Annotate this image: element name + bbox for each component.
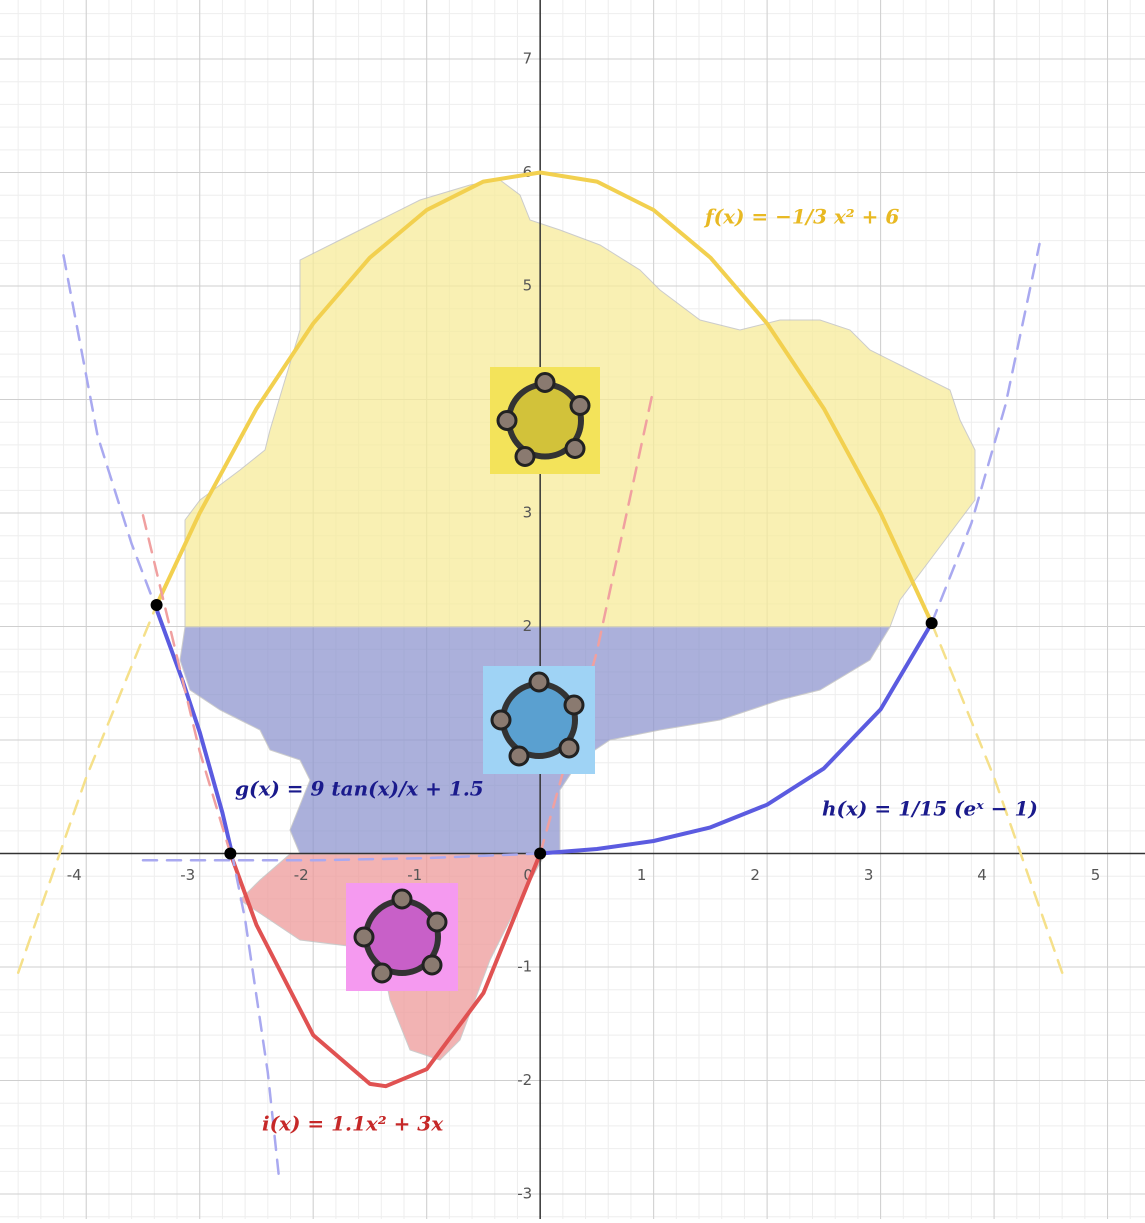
y-tick-label: -2 — [517, 1071, 532, 1089]
dashed-curve — [930, 242, 1041, 625]
icon-knob — [564, 438, 586, 459]
x-tick-label: -3 — [180, 866, 195, 884]
x-tick-label: -1 — [407, 866, 422, 884]
x-tick-label: -2 — [294, 866, 309, 884]
point — [150, 598, 163, 611]
y-tick-label: 2 — [523, 617, 533, 635]
dashed-curve — [16, 603, 158, 974]
x-tick-label: -4 — [67, 866, 82, 884]
x-tick-label: 4 — [977, 866, 987, 884]
x-tick-label: 1 — [637, 866, 647, 884]
dashed-curve — [141, 852, 542, 862]
icon-knob — [490, 709, 512, 731]
icon-knob — [558, 737, 580, 759]
map — [179, 179, 976, 1061]
x-tick-label: 5 — [1091, 866, 1101, 884]
dashed-curve — [141, 514, 232, 855]
icon-knob — [563, 694, 585, 716]
icon-knob — [496, 410, 518, 431]
dashed-curve — [230, 850, 281, 1181]
curve — [154, 607, 234, 854]
point — [925, 617, 938, 630]
dashed-curve — [538, 386, 655, 855]
labels: f(x) = −1/3 x² + 6 g(x) = 9 tan(x)/x + 1.… — [235, 205, 1038, 1136]
icon-knob — [514, 446, 536, 467]
icon-knob — [534, 372, 556, 393]
icon-knob — [353, 926, 375, 948]
curve — [538, 621, 934, 856]
x-tick-label: 2 — [750, 866, 760, 884]
dashed-curve — [62, 254, 158, 611]
x-tick-label: 0 — [523, 866, 533, 884]
icon-knob — [426, 911, 448, 933]
icon-knob — [391, 888, 413, 910]
icon-knob — [421, 954, 443, 976]
icons — [346, 367, 600, 991]
icon-knob — [528, 671, 550, 693]
curve — [228, 851, 543, 1089]
y-tick-label: 3 — [523, 504, 533, 522]
function-label: f(x) = −1/3 x² + 6 — [703, 205, 899, 229]
y-tick-label: 6 — [523, 163, 533, 181]
y-tick-label: 7 — [523, 50, 533, 68]
point — [534, 847, 547, 860]
icon-knob — [569, 395, 591, 416]
icon-knob — [371, 962, 393, 984]
curves — [16, 170, 1064, 1181]
point — [224, 847, 237, 860]
y-tick-label: -1 — [517, 958, 532, 976]
dashed-curve — [930, 621, 1064, 974]
function-label: i(x) = 1.1x² + 3x — [262, 1112, 444, 1136]
y-tick-label: 5 — [523, 277, 533, 295]
function-label: h(x) = 1/15 (eˣ − 1) — [822, 797, 1038, 821]
x-tick-label: 3 — [864, 866, 874, 884]
y-tick-label: -3 — [517, 1185, 532, 1203]
curve — [154, 170, 934, 626]
icon-knob — [508, 745, 530, 767]
function-label: g(x) = 9 tan(x)/x + 1.5 — [235, 777, 484, 801]
